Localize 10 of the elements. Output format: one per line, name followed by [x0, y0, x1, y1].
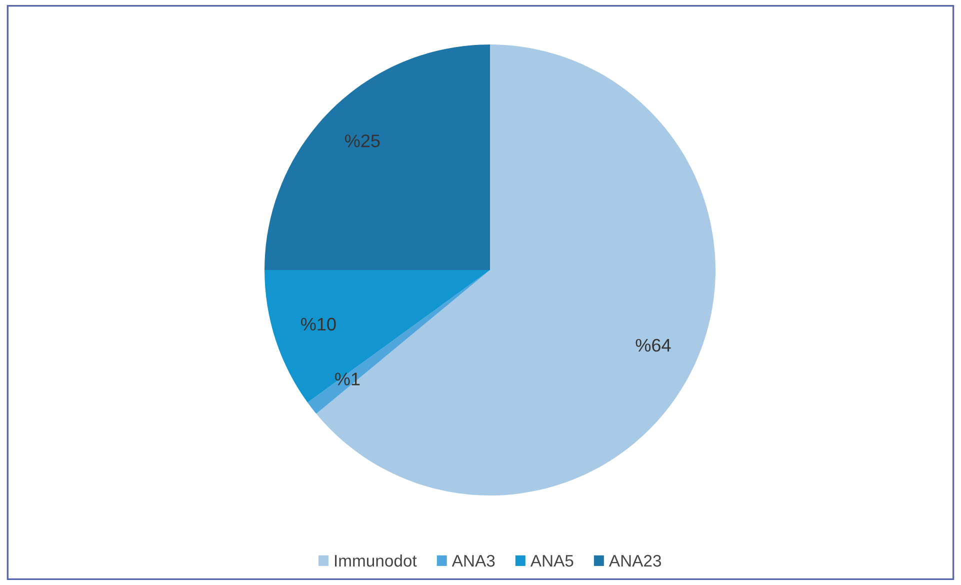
pie-slice [264, 44, 490, 270]
legend-label: ANA3 [452, 554, 495, 567]
data-label: %25 [345, 134, 380, 148]
legend-label: ANA5 [530, 555, 574, 567]
legend-label: Immunodot [335, 554, 417, 567]
data-label: %1 [335, 372, 360, 386]
pie-slice [264, 270, 490, 403]
data-label: %64 [636, 338, 671, 352]
data-label: %10 [301, 318, 336, 331]
legend-label: ANA23 [608, 554, 662, 567]
